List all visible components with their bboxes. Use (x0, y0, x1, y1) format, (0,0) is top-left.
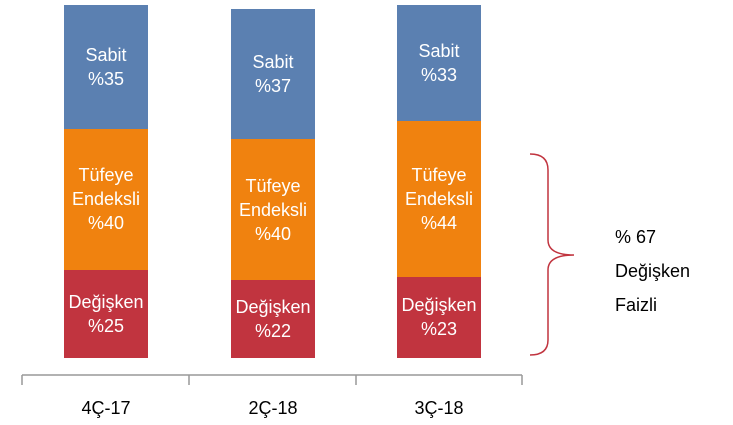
data-label: Tüfeye Endeksli %40 (56, 129, 156, 270)
bar-segment (397, 121, 481, 277)
segment-value: %23 (420, 319, 458, 340)
data-label: Tüfeye Endeksli %40 (223, 139, 323, 280)
annotation: % 67 Değişken Faizli (615, 227, 691, 315)
segment-value: %44 (420, 213, 458, 234)
bar-segment (64, 5, 148, 129)
segment-value: %25 (87, 315, 125, 336)
brace (529, 153, 575, 356)
bar-segment (397, 5, 481, 122)
segment-name: Sabit (418, 41, 460, 62)
segment-name: Değişken (401, 295, 477, 316)
data-label: Değişken %23 (389, 277, 489, 358)
bar-segment (397, 276, 481, 358)
data-label: Değişken %22 (223, 280, 323, 358)
bar-segment (64, 128, 148, 270)
data-label: Sabit %35 (56, 5, 156, 129)
segment-value: %22 (254, 321, 292, 342)
x-tick-label: 3Ç-18 (414, 398, 464, 418)
segment-name: Sabit (252, 51, 294, 72)
bar-segment (231, 139, 315, 281)
segment-value: %40 (254, 223, 292, 244)
segment-name: Sabit (85, 44, 127, 65)
x-tick-label: 4Ç-17 (81, 398, 131, 418)
x-tick-label: 2Ç-18 (248, 398, 298, 418)
segment-name: Değişken (68, 291, 144, 312)
data-label: Değişken %25 (56, 270, 156, 358)
segment-value: %35 (87, 68, 125, 89)
bar-segment (64, 269, 148, 358)
segment-value: %37 (254, 75, 292, 96)
data-label: Tüfeye Endeksli %44 (389, 121, 489, 276)
bar-segment (231, 8, 315, 140)
data-label: Sabit %37 (223, 9, 323, 140)
segment-value: %40 (87, 213, 125, 234)
segment-name: Tüfeye Endeksli (71, 165, 141, 210)
segment-name: Değişken (235, 297, 311, 318)
segment-name: Tüfeye Endeksli (238, 175, 308, 220)
segment-name: Tüfeye Endeksli (404, 165, 474, 210)
bar-segment (231, 280, 315, 358)
data-label: Sabit %33 (389, 5, 489, 121)
segment-value: %33 (420, 65, 458, 86)
